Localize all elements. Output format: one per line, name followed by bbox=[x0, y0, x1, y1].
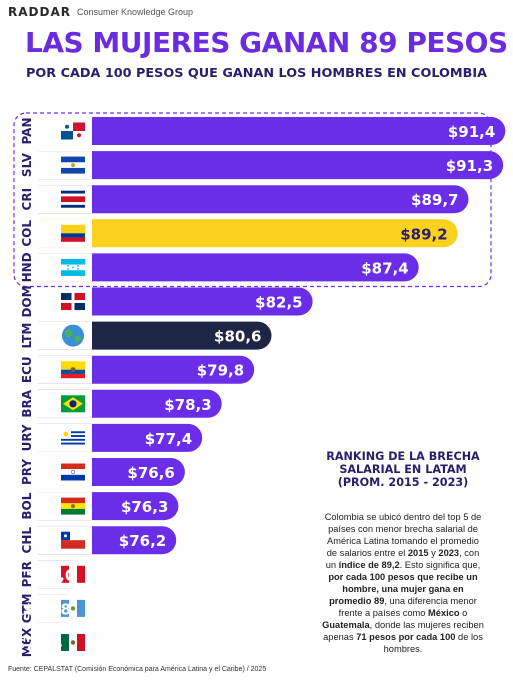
paraguay-flag-icon bbox=[61, 463, 85, 481]
value-label-mex: $71,4 bbox=[15, 635, 62, 653]
bolivia-flag-icon bbox=[61, 497, 85, 515]
bar-slv bbox=[38, 151, 504, 180]
category-label-ltm: LTM bbox=[20, 323, 34, 349]
ranking-bold-4: por cada 100 pesos que recibe un hombre,… bbox=[328, 572, 478, 606]
category-label-dom: DOM bbox=[20, 285, 34, 317]
peru-flag-icon bbox=[61, 565, 85, 583]
ecuador-flag-icon bbox=[61, 361, 85, 379]
globe-icon bbox=[62, 324, 84, 347]
brand-logo: RADDAR bbox=[8, 5, 71, 19]
ranking-title-line3: (PROM. 2015 - 2023) bbox=[337, 476, 469, 489]
category-label-col: COL bbox=[20, 220, 34, 247]
page-subtitle: POR CADA 100 PESOS QUE GANAN LOS HOMBRES… bbox=[26, 66, 488, 81]
category-label-hnd: HND bbox=[20, 252, 34, 282]
ranking-text-8: de los hombres. bbox=[383, 632, 483, 654]
value-label-dom: $82,5 bbox=[255, 294, 302, 312]
ranking-text-2: y bbox=[428, 548, 439, 558]
value-label-cri: $89,7 bbox=[411, 191, 458, 209]
bar-ecu bbox=[38, 355, 255, 384]
bar-pan bbox=[38, 117, 506, 145]
value-label-bra: $78,3 bbox=[164, 396, 211, 414]
ranking-panel: RANKING DE LA BRECHA SALARIAL EN LATAM (… bbox=[322, 450, 484, 655]
bar-hnd bbox=[38, 253, 419, 282]
value-label-bol: $76,3 bbox=[121, 498, 168, 516]
bar-cri bbox=[38, 185, 469, 214]
ranking-text-3: , con un bbox=[325, 548, 480, 570]
value-label-per: $72,0 bbox=[28, 566, 75, 584]
ranking-bold-2: 2023 bbox=[438, 548, 460, 558]
category-label-ury: URY bbox=[20, 424, 34, 451]
ranking-title-line1: RANKING DE LA BRECHA bbox=[326, 450, 480, 463]
value-label-col: $89,2 bbox=[400, 225, 447, 243]
colombia-flag-icon bbox=[61, 224, 85, 242]
ranking-bold-6: Guatemala bbox=[322, 620, 370, 630]
mexico-flag-icon bbox=[61, 634, 85, 651]
ranking-title: RANKING DE LA BRECHA SALARIAL EN LATAM (… bbox=[322, 450, 484, 489]
ranking-text-1: Colombia se ubicó dentro del top 5 de pa… bbox=[324, 512, 482, 558]
value-label-ecu: $79,8 bbox=[197, 362, 244, 380]
category-label-chl: CHL bbox=[20, 527, 34, 554]
panama-flag-icon bbox=[61, 122, 85, 140]
brazil-flag-icon bbox=[61, 395, 85, 413]
ranking-text-5: , una diferencia menor frente a países c… bbox=[338, 596, 477, 618]
value-label-pry: $76,6 bbox=[127, 464, 174, 482]
ranking-text-4: . Esto significa que, bbox=[399, 560, 481, 570]
ranking-bold-7: 71 pesos por cada 100 bbox=[356, 632, 456, 642]
page-title: LAS MUJERES GANAN 89 PESOS bbox=[25, 26, 508, 59]
bar-ltm bbox=[38, 321, 272, 350]
category-label-ecu: ECU bbox=[20, 356, 34, 383]
category-label-slv: SLV bbox=[20, 152, 34, 177]
ranking-text-6: o bbox=[459, 608, 468, 618]
ranking-description: Colombia se ubicó dentro del top 5 de pa… bbox=[322, 511, 484, 655]
category-label-gtm: GTM bbox=[20, 594, 34, 624]
value-label-pan: $91,4 bbox=[448, 123, 495, 141]
ranking-title-line2: SALARIAL EN LATAM bbox=[339, 463, 467, 476]
value-label-slv: $91,3 bbox=[446, 157, 493, 175]
ranking-bold-5: México bbox=[428, 608, 460, 618]
ranking-text-7: , donde las mujeres reciben apenas bbox=[323, 620, 484, 642]
value-label-ltm: $80,6 bbox=[214, 328, 261, 346]
category-label-bol: BOL bbox=[20, 492, 34, 519]
category-label-per: PER bbox=[20, 561, 34, 587]
bar-dom bbox=[38, 287, 313, 316]
value-label-chl: $76,2 bbox=[119, 532, 166, 550]
category-label-cri: CRI bbox=[20, 188, 34, 211]
guatemala-flag-icon bbox=[61, 599, 85, 617]
value-label-ury: $77,4 bbox=[145, 430, 192, 448]
chile-flag-icon bbox=[61, 531, 85, 549]
ranking-bold-1: 2015 bbox=[407, 548, 429, 558]
honduras-flag-icon bbox=[61, 258, 85, 276]
bar-col bbox=[38, 219, 458, 248]
top5-highlight-box bbox=[13, 112, 492, 288]
uruguay-flag-icon bbox=[61, 429, 85, 447]
costa-rica-flag-icon bbox=[61, 190, 85, 208]
brand: RADDAR Consumer Knowledge Group bbox=[8, 4, 193, 20]
category-label-bra: BRA bbox=[20, 389, 34, 417]
value-label-gtm: $71,8 bbox=[24, 600, 71, 618]
category-label-pry: PRY bbox=[20, 459, 34, 485]
value-label-hnd: $87,4 bbox=[361, 259, 408, 277]
ranking-bold-3: índice de 89,2 bbox=[338, 560, 400, 570]
el-salvador-flag-icon bbox=[61, 156, 85, 174]
category-label-pan: PAN bbox=[20, 117, 34, 144]
category-label-mex: MEX bbox=[20, 627, 34, 657]
source-footer: Fuente: CEPALSTAT (Comisión Económica pa… bbox=[8, 666, 267, 673]
dominican-republic-flag-icon bbox=[61, 293, 85, 310]
brand-tagline: Consumer Knowledge Group bbox=[76, 7, 194, 17]
